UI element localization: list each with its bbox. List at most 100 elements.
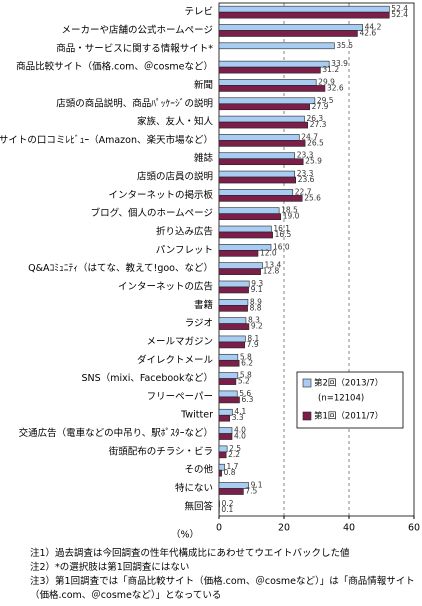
category-label: 店頭の店員の説明: [137, 171, 213, 183]
bar: [218, 11, 390, 19]
value-label: 12.8: [263, 267, 280, 276]
value-label: 16.0: [273, 242, 290, 251]
bar: [218, 341, 245, 349]
category-label: 店頭の商品説明、商品ﾊﾟｯｹｰｼﾞの説明: [56, 97, 213, 109]
bar: [218, 378, 237, 385]
value-label: 13.4: [265, 261, 282, 270]
bar: [218, 488, 244, 495]
bar: [218, 286, 249, 294]
value-label: 6.3: [241, 395, 253, 404]
bar: [218, 66, 321, 74]
value-label: 52.4: [391, 4, 408, 13]
bar: [218, 152, 296, 160]
bar: [218, 134, 300, 141]
value-label: 25.9: [305, 157, 322, 166]
bar: [218, 451, 227, 459]
value-label: 25.6: [304, 193, 321, 202]
unit-label: （%）: [171, 529, 199, 541]
bar: [218, 433, 233, 440]
value-label: 23.3: [297, 169, 314, 178]
value-label: 16.1: [273, 224, 290, 233]
category-label: インターネットの掲示板: [108, 189, 213, 201]
bar: [218, 390, 238, 398]
bar: [218, 445, 228, 453]
bar: [218, 30, 358, 37]
bar: [218, 140, 306, 147]
legend-label: 第1回（2011/7）: [314, 411, 383, 422]
legend-box: [296, 371, 404, 429]
bar: [218, 207, 280, 214]
bar: [218, 231, 273, 239]
bar: [218, 213, 282, 220]
bar: [218, 482, 249, 489]
category-label: 商品比較サイト（価格.com、＠cosmeなど）: [16, 61, 213, 73]
value-label: 0.2: [222, 499, 234, 508]
bar: [218, 5, 390, 13]
chart: （%） 0 20 40 60 テレビ 52.452.4 メーカーや店舗の公式ホームページ 44…: [0, 2, 420, 541]
category-label: 商品・サービスに関する情報サイト*: [56, 42, 213, 54]
value-label: 5.8: [240, 352, 252, 361]
bar: [218, 121, 309, 129]
value-label: 5.8: [240, 371, 252, 380]
bar: [218, 323, 250, 330]
value-label: 2.5: [229, 444, 241, 453]
bar: [218, 42, 335, 50]
legend-label: 第2回（2013/7）: [314, 378, 383, 389]
category-label: 特にない: [175, 482, 213, 494]
value-label: 6.2: [241, 358, 253, 367]
value-label: 7.9: [247, 340, 259, 349]
value-label: 26.3: [306, 114, 323, 123]
bar: [218, 408, 233, 416]
category-label: Q&Aｺﾐｭﾆﾃｨ（はてな、教えて!goo、など）: [28, 262, 213, 274]
bar: [218, 170, 296, 178]
value-label: 19.0: [283, 212, 300, 221]
legend-swatch: [302, 411, 312, 421]
note: 注3）第1回調査では「商品比較サイト（価格.com、＠cosmeなど）」は「商品…: [30, 576, 415, 601]
bar: [218, 469, 222, 477]
value-label: 27.9: [312, 102, 329, 111]
value-label: 32.6: [327, 83, 344, 92]
x-tick-label: 40: [343, 523, 355, 534]
value-label: 8.3: [248, 316, 260, 325]
category-label: 折り込み広告: [156, 226, 213, 238]
value-label: 4.1: [234, 407, 246, 416]
value-label: 0.8: [224, 468, 236, 477]
value-label: 22.7: [295, 187, 312, 196]
bar: [218, 60, 330, 68]
category-label: メールマガジン: [146, 336, 213, 347]
bar: [218, 85, 326, 92]
category-label: パンフレット: [156, 245, 213, 256]
category-label: ECサイトの口コミﾚﾋﾞｭｰ（Amazon、楽天市場など）: [0, 134, 213, 146]
value-label: 26.5: [307, 138, 324, 147]
legend-note: (n=12104): [318, 394, 364, 404]
note: 注2）*の選択肢は第1回調査にはない: [30, 562, 190, 573]
category-label: ダイレクトメール: [137, 354, 214, 366]
bar: [218, 176, 296, 184]
value-label: 33.9: [331, 59, 348, 68]
value-label: 8.1: [247, 334, 259, 343]
bar: [218, 500, 220, 508]
bar: [218, 79, 317, 86]
x-tick-label: 0: [216, 523, 222, 534]
bar: [218, 103, 310, 111]
bar: [218, 372, 239, 379]
category-label: メーカーや店舗の公式ホームページ: [61, 24, 213, 36]
category-label: 街頭配布のチラシ・ビラ: [109, 445, 213, 457]
value-label: 16.5: [275, 230, 292, 239]
value-label: 7.5: [245, 487, 257, 496]
value-label: 18.5: [281, 206, 298, 215]
bar: [218, 268, 261, 275]
value-label: 9.1: [251, 481, 263, 490]
category-label: テレビ: [184, 7, 213, 18]
x-tick-label: 60: [408, 523, 420, 534]
category-label: その他: [184, 464, 213, 476]
value-label: 42.6: [359, 28, 376, 37]
value-label: 9.3: [251, 279, 263, 288]
value-label: 8.9: [250, 297, 262, 306]
legend-swatch: [302, 378, 312, 388]
value-label: 8.8: [250, 303, 262, 312]
bar: [218, 335, 246, 343]
value-label: 29.9: [318, 77, 335, 86]
value-label: 24.7: [301, 132, 318, 141]
